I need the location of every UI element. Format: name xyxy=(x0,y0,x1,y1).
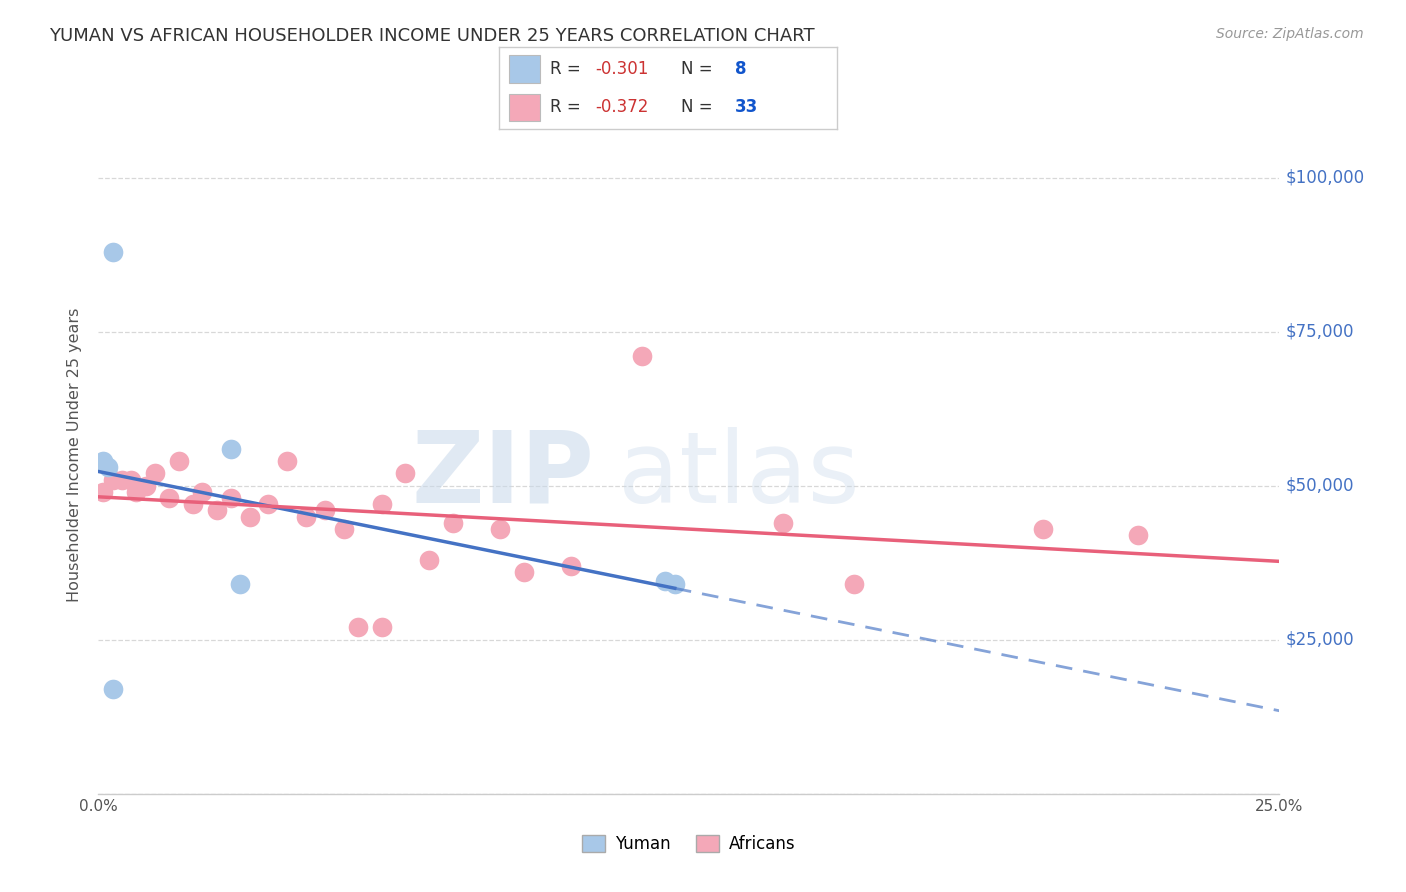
Point xyxy=(257,497,280,511)
Point xyxy=(91,484,114,499)
Point xyxy=(101,473,124,487)
Point xyxy=(371,620,394,634)
Point xyxy=(276,454,298,468)
Text: -0.301: -0.301 xyxy=(595,60,648,78)
Point xyxy=(143,467,166,481)
Point xyxy=(295,509,318,524)
Point xyxy=(191,484,214,499)
Point xyxy=(167,454,190,468)
Text: $25,000: $25,000 xyxy=(1285,631,1354,648)
Point xyxy=(489,522,512,536)
Point xyxy=(418,552,440,566)
Text: $50,000: $50,000 xyxy=(1285,476,1354,495)
Text: 8: 8 xyxy=(735,60,747,78)
Text: N =: N = xyxy=(682,60,718,78)
Text: -0.372: -0.372 xyxy=(595,98,648,116)
Point xyxy=(121,473,143,487)
Point xyxy=(512,565,534,579)
Y-axis label: Householder Income Under 25 years: Householder Income Under 25 years xyxy=(67,308,83,602)
Point xyxy=(1032,522,1054,536)
Point xyxy=(844,577,866,591)
Text: atlas: atlas xyxy=(619,426,859,524)
Point xyxy=(101,682,124,697)
Point xyxy=(371,497,394,511)
Text: YUMAN VS AFRICAN HOUSEHOLDER INCOME UNDER 25 YEARS CORRELATION CHART: YUMAN VS AFRICAN HOUSEHOLDER INCOME UNDE… xyxy=(49,27,815,45)
Point xyxy=(181,497,204,511)
Point xyxy=(1126,528,1149,542)
Point xyxy=(654,574,676,589)
FancyBboxPatch shape xyxy=(509,55,540,83)
Point xyxy=(664,577,686,591)
Text: ZIP: ZIP xyxy=(412,426,595,524)
Text: R =: R = xyxy=(550,98,586,116)
FancyBboxPatch shape xyxy=(509,94,540,121)
Point xyxy=(347,620,370,634)
Point xyxy=(125,484,148,499)
Point xyxy=(135,479,157,493)
Point xyxy=(219,442,242,456)
Legend: Yuman, Africans: Yuman, Africans xyxy=(575,829,803,860)
Point xyxy=(314,503,336,517)
Text: 33: 33 xyxy=(735,98,759,116)
Text: $100,000: $100,000 xyxy=(1285,169,1364,186)
Point xyxy=(333,522,356,536)
Point xyxy=(97,460,120,475)
Text: N =: N = xyxy=(682,98,718,116)
Text: $75,000: $75,000 xyxy=(1285,323,1354,341)
Point xyxy=(441,516,464,530)
Point xyxy=(560,558,582,573)
Point xyxy=(205,503,228,517)
Point xyxy=(101,244,124,259)
Point xyxy=(91,454,114,468)
Text: Source: ZipAtlas.com: Source: ZipAtlas.com xyxy=(1216,27,1364,41)
Point xyxy=(239,509,262,524)
Point xyxy=(772,516,794,530)
Point xyxy=(157,491,180,505)
Text: R =: R = xyxy=(550,60,586,78)
Point xyxy=(229,577,252,591)
Point xyxy=(111,473,134,487)
Point xyxy=(630,349,652,363)
Point xyxy=(394,467,416,481)
Point xyxy=(219,491,242,505)
